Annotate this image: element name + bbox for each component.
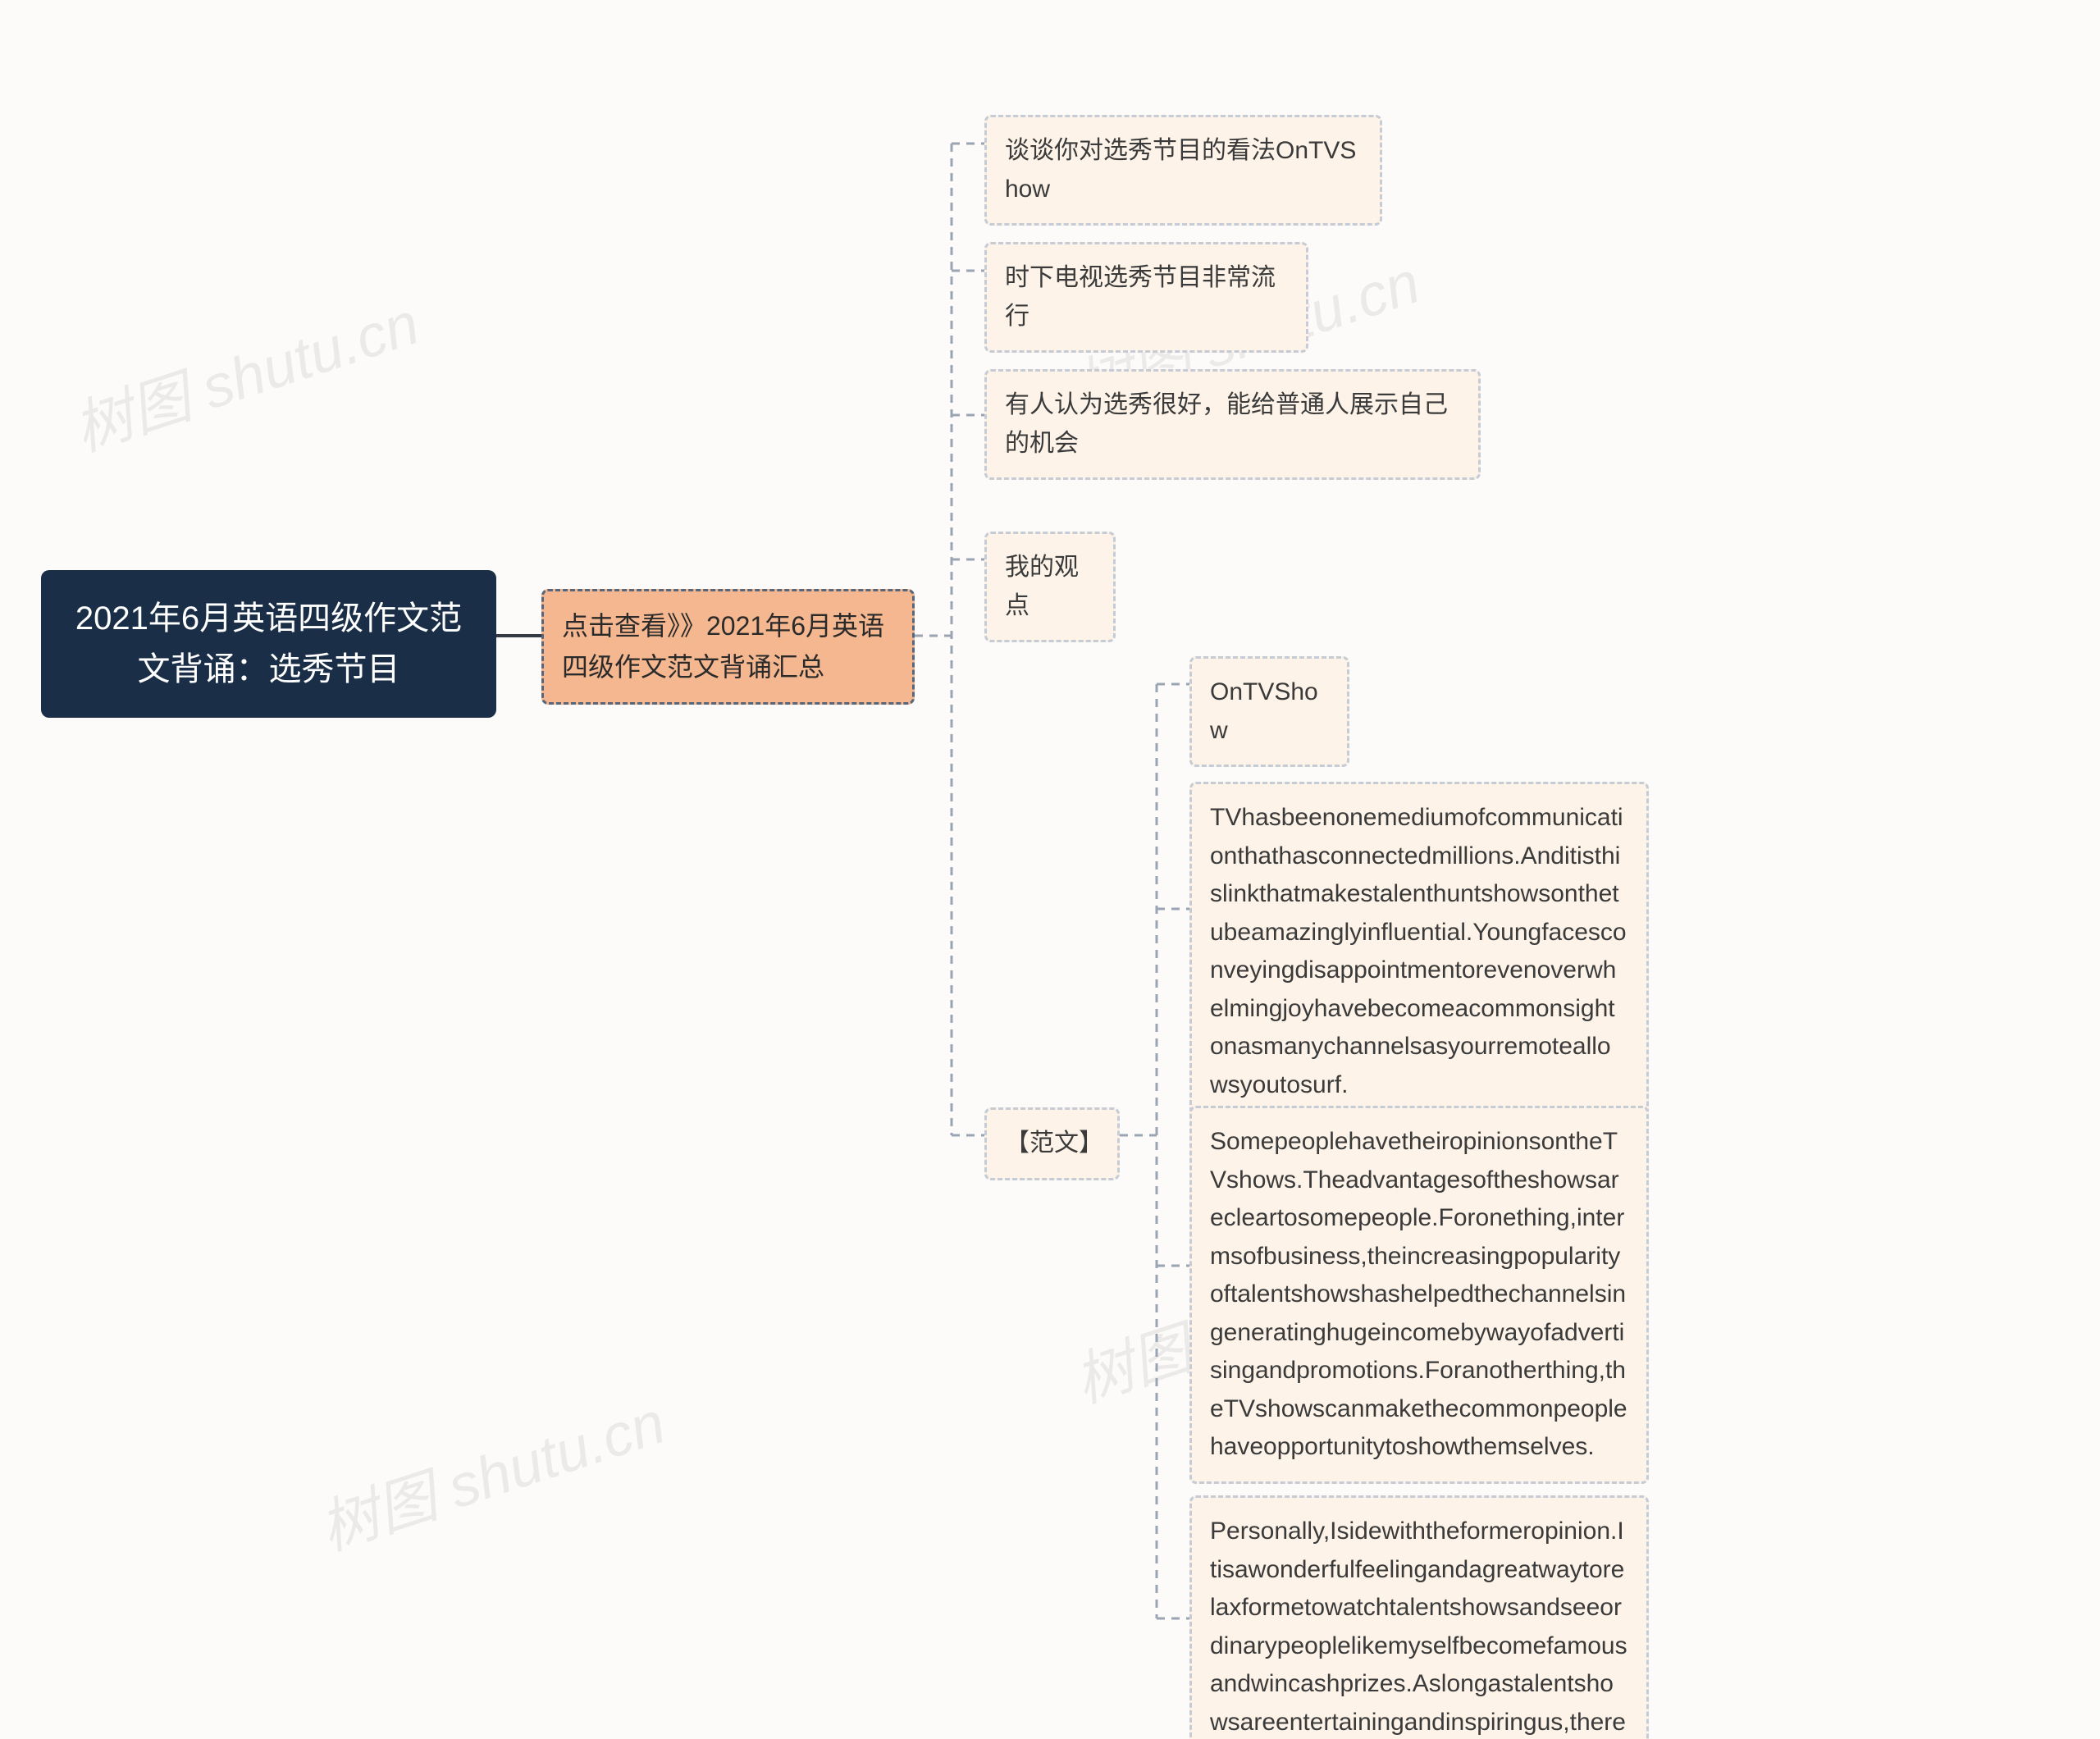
node-label: 我的观点 [1005, 554, 1079, 619]
node-label: 点击查看》》2021年6月英语四级作文范文背诵汇总 [562, 611, 884, 682]
node-g4[interactable]: Personally,Isidewiththeformeropinion.Iti… [1189, 1495, 1649, 1739]
node-label: TVhasbeenonemediumofcommunicationthathas… [1210, 804, 1627, 1098]
node-label: 有人认为选秀很好，能给普通人展示自己的机会 [1005, 391, 1448, 457]
node-c2[interactable]: 时下电视选秀节目非常流行 [984, 242, 1308, 353]
node-label: Personally,Isidewiththeformeropinion.Iti… [1210, 1518, 1628, 1739]
root-label: 2021年6月英语四级作文范文背诵：选秀节目 [75, 600, 462, 687]
node-g3[interactable]: SomepeoplehavetheiropinionsontheTVshows.… [1189, 1106, 1649, 1484]
node-label: 时下电视选秀节目非常流行 [1005, 264, 1276, 330]
node-c3[interactable]: 有人认为选秀很好，能给普通人展示自己的机会 [984, 369, 1481, 480]
node-label: 谈谈你对选秀节目的看法OnTVShow [1005, 137, 1356, 203]
watermark: 树图 shutu.cn [307, 1374, 673, 1567]
node-c4[interactable]: 我的观点 [984, 532, 1116, 642]
node-g1[interactable]: OnTVShow [1189, 656, 1349, 767]
node-c1[interactable]: 谈谈你对选秀节目的看法OnTVShow [984, 115, 1382, 226]
watermark: 树图 shutu.cn [61, 275, 427, 468]
node-label: OnTVShow [1210, 678, 1318, 744]
node-label: SomepeoplehavetheiropinionsontheTVshows.… [1210, 1128, 1628, 1460]
node-level1[interactable]: 点击查看》》2021年6月英语四级作文范文背诵汇总 [541, 589, 915, 705]
node-label: 【范文】 [1005, 1130, 1103, 1157]
mindmap-root[interactable]: 2021年6月英语四级作文范文背诵：选秀节目 [41, 570, 496, 718]
node-c5[interactable]: 【范文】 [984, 1107, 1120, 1180]
node-g2[interactable]: TVhasbeenonemediumofcommunicationthathas… [1189, 782, 1649, 1121]
